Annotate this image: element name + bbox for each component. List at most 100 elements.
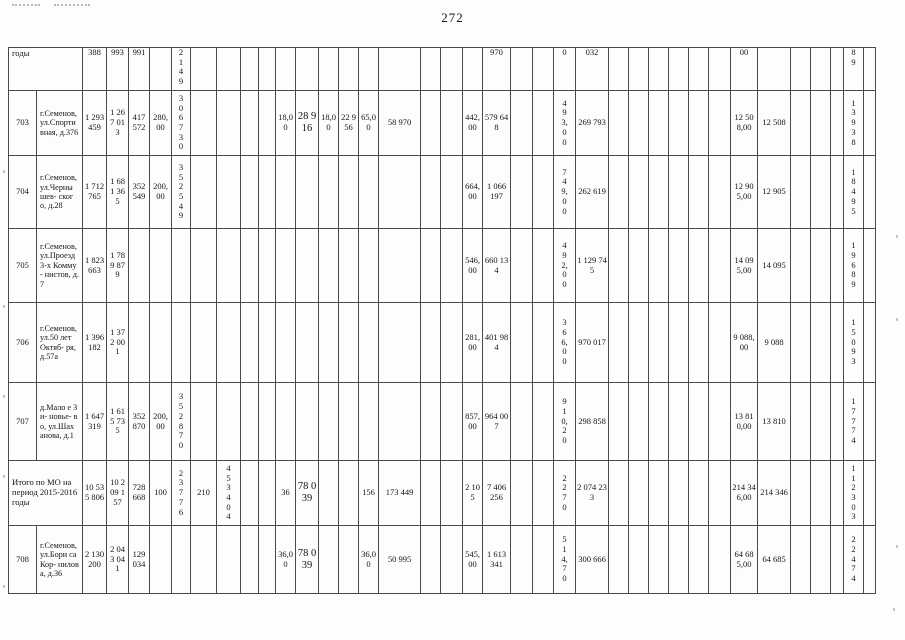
empty-cell — [240, 90, 259, 156]
table-cell: 214 346 — [757, 460, 791, 526]
empty-cell — [240, 525, 259, 594]
table-cell: 64 685,00 — [730, 525, 758, 594]
empty-cell — [628, 90, 649, 156]
empty-cell — [338, 47, 359, 91]
empty-cell — [216, 90, 241, 156]
table-cell: годы — [8, 47, 83, 91]
table-cell: 12 905 — [757, 155, 791, 229]
empty-cell — [171, 525, 191, 594]
empty-cell — [149, 228, 172, 303]
table-cell: 12 905,00 — [730, 155, 758, 229]
empty-cell — [708, 460, 731, 526]
table-cell: 3 6 6, 0 0 — [553, 302, 576, 383]
empty-cell — [532, 228, 554, 303]
empty-cell — [440, 525, 463, 594]
empty-cell — [830, 302, 844, 383]
table-cell: 8 9 — [843, 47, 864, 91]
empty-cell — [338, 228, 359, 303]
empty-cell — [275, 155, 296, 229]
empty-cell — [688, 525, 709, 594]
empty-cell — [708, 382, 731, 461]
table-cell: 58 970 — [378, 90, 421, 156]
table-cell: 298 858 — [575, 382, 609, 461]
empty-cell — [190, 90, 217, 156]
table-cell: 1 615 735 — [106, 382, 129, 461]
scan-artifact — [3, 395, 5, 398]
empty-cell — [532, 525, 554, 594]
empty-cell — [295, 155, 319, 229]
empty-cell — [440, 302, 463, 383]
table-cell: 210 — [190, 460, 217, 526]
table-cell: 9 088,00 — [730, 302, 758, 383]
empty-cell — [790, 460, 811, 526]
empty-cell — [190, 228, 217, 303]
row-703: 703 г.Семенов, ул.Спортивная, д.376 1 293 … — [8, 90, 876, 156]
scan-artifact — [896, 545, 898, 548]
empty-cell — [810, 302, 831, 383]
table-cell: 4 5 3 4 0 4 — [216, 460, 241, 526]
empty-cell — [338, 382, 359, 461]
empty-cell — [688, 460, 709, 526]
table-cell: 3 5 2 8 7 0 — [171, 382, 191, 461]
empty-cell — [440, 382, 463, 461]
empty-cell — [216, 302, 241, 383]
empty-cell — [688, 302, 709, 383]
row-704: 704 г.Семенов, ул.Чернышев- ского, д.28 1 … — [8, 155, 876, 229]
empty-cell — [378, 382, 421, 461]
empty-cell — [668, 228, 689, 303]
empty-cell — [790, 302, 811, 383]
table-cell: 78 039 — [295, 525, 319, 594]
table-cell: 78 039 — [295, 460, 319, 526]
table-cell: 9 088 — [757, 302, 791, 383]
empty-cell — [420, 228, 441, 303]
empty-cell — [790, 525, 811, 594]
table-cell: 1 3 9 3 8 — [843, 90, 864, 156]
empty-cell — [378, 302, 421, 383]
table-cell: 1 293 459 — [82, 90, 107, 156]
table-cell: 14 095 — [757, 228, 791, 303]
table-cell: 352 549 — [128, 155, 150, 229]
table-cell: 1 823 663 — [82, 228, 107, 303]
empty-cell — [608, 382, 629, 461]
empty-cell — [510, 228, 533, 303]
table-cell: 10 209 157 — [106, 460, 129, 526]
empty-cell — [295, 382, 319, 461]
table-cell: 9 1 0, 2 0 — [553, 382, 576, 461]
empty-cell — [648, 228, 669, 303]
table-cell: 7 406 256 — [482, 460, 511, 526]
table-cell: 129 034 — [128, 525, 150, 594]
empty-cell — [358, 228, 379, 303]
scan-artifact — [12, 4, 40, 6]
empty-cell — [510, 47, 533, 91]
empty-cell — [863, 460, 876, 526]
table-cell: 703 — [8, 90, 37, 156]
empty-cell — [510, 302, 533, 383]
empty-cell — [608, 460, 629, 526]
table-cell: 1 129 745 — [575, 228, 609, 303]
table-cell: 2 074 233 — [575, 460, 609, 526]
empty-cell — [510, 155, 533, 229]
empty-cell — [258, 382, 276, 461]
table-cell: 18,00 — [318, 90, 339, 156]
empty-cell — [628, 228, 649, 303]
empty-cell — [510, 460, 533, 526]
empty-cell — [190, 302, 217, 383]
table-cell: 280,00 — [149, 90, 172, 156]
empty-cell — [258, 460, 276, 526]
table-cell: 660 134 — [482, 228, 511, 303]
scan-artifact — [3, 305, 5, 308]
table-cell: г.Семенов, ул.Проезд 3-х Комму- нистов, … — [36, 228, 83, 303]
table-cell: 300 666 — [575, 525, 609, 594]
table-cell: 1 372 001 — [106, 302, 129, 383]
empty-cell — [708, 525, 731, 594]
table-cell: 1 7 7 7 4 — [843, 382, 864, 461]
table-cell: 1 5 0 9 3 — [843, 302, 864, 383]
empty-cell — [440, 47, 463, 91]
empty-cell — [790, 228, 811, 303]
empty-cell — [648, 90, 669, 156]
table-cell: 1 066 197 — [482, 155, 511, 229]
table-cell: г.Семенов, ул.50 лет Октяб- ря, д.57а — [36, 302, 83, 383]
empty-cell — [258, 90, 276, 156]
empty-cell — [648, 382, 669, 461]
empty-cell — [863, 228, 876, 303]
